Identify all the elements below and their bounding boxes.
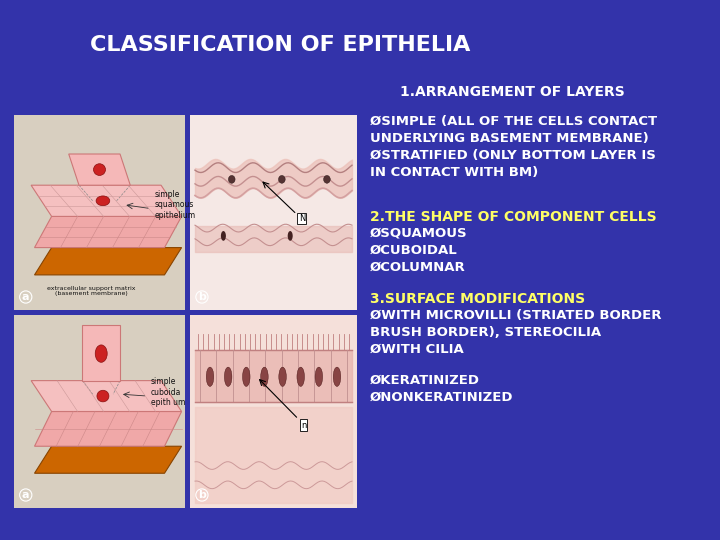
Text: ØWITH CILIA: ØWITH CILIA — [370, 343, 464, 356]
Ellipse shape — [279, 176, 285, 183]
Text: ØSIMPLE (ALL OF THE CELLS CONTACT: ØSIMPLE (ALL OF THE CELLS CONTACT — [370, 115, 657, 128]
Polygon shape — [82, 325, 120, 381]
Text: a: a — [22, 292, 30, 302]
Text: ØWITH MICROVILLI (STRIATED BORDER: ØWITH MICROVILLI (STRIATED BORDER — [370, 309, 662, 322]
Ellipse shape — [95, 345, 107, 362]
Polygon shape — [35, 248, 181, 275]
Polygon shape — [35, 411, 181, 446]
Ellipse shape — [288, 231, 293, 241]
Polygon shape — [68, 154, 130, 185]
Ellipse shape — [323, 176, 330, 183]
Ellipse shape — [279, 367, 287, 387]
Text: IN CONTACT WITH BM): IN CONTACT WITH BM) — [370, 166, 539, 179]
Text: 1.ARRANGEMENT OF LAYERS: 1.ARRANGEMENT OF LAYERS — [400, 85, 625, 99]
Ellipse shape — [333, 367, 341, 387]
Ellipse shape — [243, 367, 250, 387]
Text: b: b — [198, 292, 206, 302]
Text: ØSQUAMOUS: ØSQUAMOUS — [370, 227, 467, 240]
Text: BRUSH BORDER), STEREOCILIA: BRUSH BORDER), STEREOCILIA — [370, 326, 601, 339]
Text: ØCUBOIDAL: ØCUBOIDAL — [370, 244, 458, 257]
Text: simple
squamous
epithelium: simple squamous epithelium — [154, 190, 195, 220]
Ellipse shape — [97, 390, 109, 402]
Bar — [190, 115, 357, 310]
Ellipse shape — [225, 367, 232, 387]
Bar — [190, 315, 357, 508]
Bar — [190, 115, 357, 310]
Text: UNDERLYING BASEMENT MEMBRANE): UNDERLYING BASEMENT MEMBRANE) — [370, 132, 649, 145]
Text: CLASSIFICATION OF EPITHELIA: CLASSIFICATION OF EPITHELIA — [90, 35, 470, 55]
Bar — [14, 315, 185, 508]
Ellipse shape — [221, 231, 226, 241]
Text: N: N — [299, 214, 305, 223]
Text: b: b — [198, 490, 206, 500]
Text: ØCOLUMNAR: ØCOLUMNAR — [370, 261, 466, 274]
Text: extracellular support matrix
(basement membrane): extracellular support matrix (basement m… — [47, 286, 135, 296]
Text: simple
cuboida
epith um: simple cuboida epith um — [150, 377, 185, 407]
Ellipse shape — [261, 367, 268, 387]
Text: ØNONKERATINIZED: ØNONKERATINIZED — [370, 391, 513, 404]
Ellipse shape — [206, 367, 214, 387]
Ellipse shape — [94, 164, 106, 176]
Bar — [14, 115, 185, 310]
Bar — [190, 315, 357, 508]
Text: ØSTRATIFIED (ONLY BOTTOM LAYER IS: ØSTRATIFIED (ONLY BOTTOM LAYER IS — [370, 149, 656, 162]
Polygon shape — [35, 446, 181, 473]
Ellipse shape — [228, 176, 235, 183]
Text: a: a — [22, 490, 30, 500]
Text: n: n — [301, 421, 306, 429]
Text: ØKERATINIZED: ØKERATINIZED — [370, 374, 480, 387]
Ellipse shape — [96, 196, 109, 206]
Ellipse shape — [297, 367, 305, 387]
Text: 3.SURFACE MODIFICATIONS: 3.SURFACE MODIFICATIONS — [370, 292, 585, 306]
Polygon shape — [31, 185, 181, 217]
Polygon shape — [35, 217, 181, 248]
Text: 2.THE SHAPE OF COMPONENT CELLS: 2.THE SHAPE OF COMPONENT CELLS — [370, 210, 657, 224]
Polygon shape — [31, 381, 181, 411]
Ellipse shape — [315, 367, 323, 387]
